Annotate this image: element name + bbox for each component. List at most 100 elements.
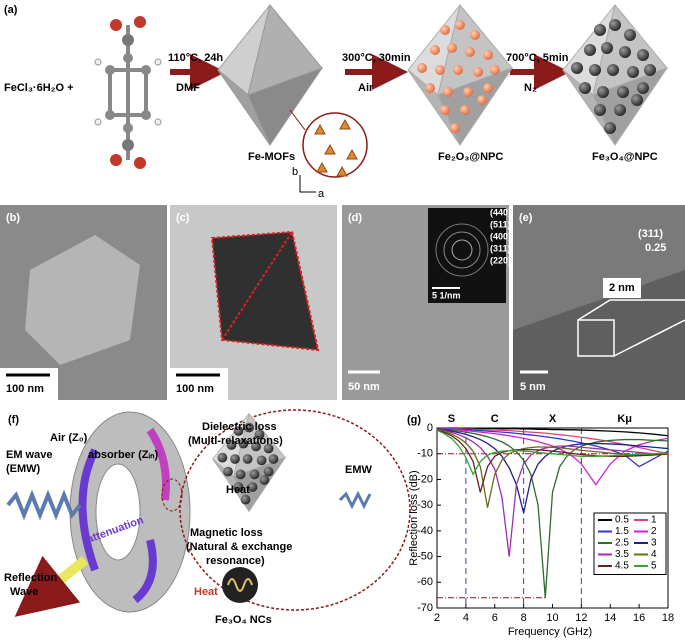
nanoparticle — [483, 83, 493, 93]
nanoparticle — [584, 44, 596, 56]
nanoparticle — [238, 438, 249, 449]
air-label: Air (Z₀) — [50, 432, 88, 444]
x-tick-label: 6 — [492, 612, 498, 624]
nanoparticle — [244, 422, 254, 433]
legend-label: 5 — [651, 561, 657, 572]
medium: DMF — [176, 82, 200, 94]
nanoparticle — [637, 82, 649, 94]
spacing-label: 0.25 — [645, 242, 666, 254]
series-line — [436, 427, 669, 486]
scale-box — [603, 278, 641, 298]
nanoparticle — [624, 29, 636, 41]
nanoparticle — [268, 454, 279, 464]
particles-label: Fe₃O₄ NCs — [215, 614, 272, 626]
rotation-arrow — [132, 539, 157, 604]
nanoparticle — [614, 104, 626, 116]
panel-label: (g) — [407, 414, 421, 426]
plane-label: (311) — [638, 228, 663, 240]
nanoparticle — [579, 82, 591, 94]
nanoparticle — [251, 441, 261, 452]
band-label: C — [491, 413, 499, 425]
panel-f: (f) Air (Z₀) EM wave (EMW) absorber (Zᵢₙ… — [4, 409, 411, 626]
nanoparticle — [440, 25, 450, 35]
scale-label: 100 nm — [6, 383, 44, 395]
scale-box — [170, 368, 228, 400]
cluster — [339, 118, 351, 130]
wave-label: EM wave — [6, 449, 52, 461]
ring-label: (511) — [490, 219, 511, 229]
band-label: X — [549, 413, 557, 425]
series-line — [436, 428, 669, 508]
reflection-label: Wave — [10, 586, 38, 598]
series-line — [436, 428, 668, 557]
nanoparticle — [470, 30, 480, 40]
series-line — [436, 429, 669, 476]
zoom-box — [577, 319, 615, 357]
x-tick-label: 14 — [604, 612, 616, 624]
nanoparticle — [450, 123, 460, 133]
nanoparticle — [597, 86, 609, 98]
outline — [221, 231, 293, 341]
cluster — [346, 148, 358, 160]
nanoparticle — [609, 19, 621, 31]
panel-label: (b) — [6, 212, 20, 224]
ring — [451, 239, 473, 261]
x-tick-label: 8 — [521, 612, 527, 624]
nanoparticle — [249, 469, 260, 480]
nanoparticle — [483, 50, 493, 60]
condition: 300°C, 30min — [342, 52, 411, 64]
magnetic-label: resonance) — [206, 555, 265, 567]
framework — [314, 118, 358, 177]
nanoparticle — [589, 64, 601, 76]
ring-label: (440) — [490, 207, 511, 217]
x-tick-label: 18 — [662, 612, 674, 624]
nanoparticle — [233, 426, 244, 436]
inset-scale-label: 2 nm — [609, 282, 635, 294]
rotation-arrow — [146, 427, 170, 501]
rotation-arrow — [78, 448, 99, 572]
particle-wave — [227, 578, 253, 592]
condition: 110°C, 24h — [168, 52, 223, 64]
medium: Air — [358, 82, 374, 94]
x-tick-label: 12 — [575, 612, 587, 624]
legend-label: 3 — [651, 538, 657, 549]
nanoparticle — [601, 42, 613, 54]
panel-c: (c) 100 nm — [170, 205, 337, 400]
nanoparticle — [417, 63, 427, 73]
nanoparticle — [455, 20, 465, 30]
y-tick-label: -50 — [417, 550, 433, 562]
nanoparticle — [463, 87, 473, 97]
nanoparticle — [263, 443, 274, 454]
wave-label: (EMW) — [6, 463, 41, 475]
nanoparticle — [619, 46, 631, 58]
ring — [443, 231, 481, 269]
nanoparticle — [594, 104, 606, 116]
x-tick-label: 4 — [463, 612, 469, 624]
particle-image — [513, 270, 685, 400]
particle-image — [212, 232, 318, 350]
reflection-arrow — [14, 555, 89, 617]
zoom-circle — [302, 112, 368, 178]
condition: 700°C, 5min — [506, 52, 569, 64]
nanoparticle — [443, 87, 453, 97]
scale-label: 5 nm — [520, 381, 546, 393]
legend-label: 1.5 — [615, 526, 629, 537]
panel-label: (d) — [348, 212, 362, 224]
y-tick-label: -70 — [417, 602, 433, 614]
y-axis-label: Reflection loss (dB) — [408, 470, 420, 565]
outline — [291, 231, 319, 351]
legend-label: 2.5 — [615, 538, 629, 549]
panel-b: (b) 100 nm — [0, 205, 167, 400]
octahedron — [562, 3, 669, 147]
nanoparticle — [217, 452, 228, 463]
axis-label: b — [292, 166, 298, 178]
nanoparticle — [617, 86, 629, 98]
y-tick-label: -40 — [417, 525, 433, 537]
nanoparticle — [571, 62, 583, 74]
legend-label: 3.5 — [615, 549, 629, 560]
axis-glyph — [299, 175, 316, 193]
medium: N₂ — [524, 82, 537, 94]
x-tick-label: 10 — [546, 612, 558, 624]
panel-label: (a) — [4, 4, 18, 16]
reactant: FeCl₃·6H₂O + — [4, 82, 74, 94]
